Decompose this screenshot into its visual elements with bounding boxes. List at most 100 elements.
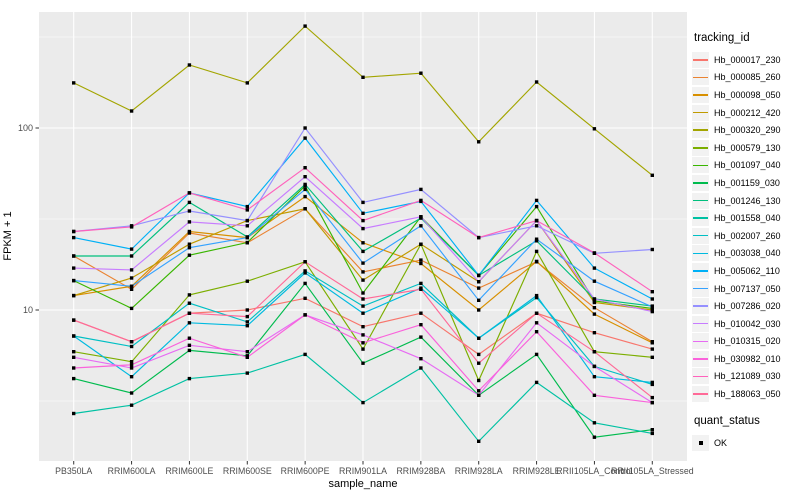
axis-ticks: [35, 127, 653, 465]
legend-key-line-icon: [693, 59, 708, 61]
legend-item-label: Hb_010042_030: [714, 318, 781, 329]
legend-key: [692, 69, 709, 86]
legend-item-Hb_010315_020: Hb_010315_020: [692, 333, 798, 351]
svg-text:RRIM600LE: RRIM600LE: [165, 466, 213, 476]
legend-item-Hb_007286_020: Hb_007286_020: [692, 297, 798, 315]
legend-panel: tracking_id Hb_000017_230 Hb_000085_260 Hb…: [692, 32, 798, 451]
legend-key: [692, 245, 709, 262]
svg-text:RRIM600LA: RRIM600LA: [108, 466, 156, 476]
svg-text:RRIM600SE: RRIM600SE: [223, 466, 272, 476]
legend-item-Hb_030982_010: Hb_030982_010: [692, 350, 798, 368]
legend-item-ok: OK: [692, 434, 798, 452]
legend-key: [692, 210, 709, 227]
legend-item-label: OK: [714, 437, 728, 448]
legend-item-Hb_000579_130: Hb_000579_130: [692, 139, 798, 157]
svg-text:100: 100: [18, 123, 33, 133]
legend-item-Hb_000212_420: Hb_000212_420: [692, 104, 798, 122]
x-axis-title: sample_name: [328, 478, 398, 490]
data-points: [72, 24, 654, 443]
legend-item-label: Hb_000017_230: [714, 54, 781, 65]
legend-item-Hb_001246_130: Hb_001246_130: [692, 192, 798, 210]
legend-key: [692, 315, 709, 332]
legend-item-Hb_000017_230: Hb_000017_230: [692, 51, 798, 69]
svg-text:PB350LA: PB350LA: [55, 466, 92, 476]
legend-item-label: Hb_003038_040: [714, 248, 781, 259]
legend-key: [692, 86, 709, 103]
svg-text:RRIM928LE: RRIM928LE: [513, 466, 561, 476]
svg-text:RRIM600PE: RRIM600PE: [281, 466, 330, 476]
svg-text:RRIM928LA: RRIM928LA: [455, 466, 503, 476]
legend-key: [692, 262, 709, 279]
legend-title-tracking-id: tracking_id: [694, 32, 750, 44]
legend-key: [692, 157, 709, 174]
legend-key: [692, 122, 709, 139]
svg-text:RRII105LA_Stressed: RRII105LA_Stressed: [611, 466, 694, 476]
legend-item-Hb_005062_110: Hb_005062_110: [692, 262, 798, 280]
legend-key-line-icon: [693, 252, 708, 255]
legend-key: [692, 174, 709, 191]
svg-text:RRIM928BA: RRIM928BA: [396, 466, 445, 476]
legend-item-Hb_007137_050: Hb_007137_050: [692, 280, 798, 298]
legend-item-label: Hb_121089_030: [714, 371, 781, 382]
legend-key-line-icon: [693, 270, 708, 272]
legend-key-line-icon: [693, 234, 708, 237]
legend-item-label: Hb_002007_260: [714, 230, 781, 241]
gridlines: [39, 12, 687, 461]
svg-text:RRII105LA_Control: RRII105LA_Control: [556, 466, 632, 476]
legend-entries: Hb_000017_230 Hb_000085_260 Hb_000098_050 H…: [692, 51, 798, 403]
legend-key-line-icon: [693, 287, 708, 290]
legend-item-Hb_121089_030: Hb_121089_030: [692, 368, 798, 386]
legend-key-line-icon: [693, 375, 708, 378]
legend-item-Hb_000085_260: Hb_000085_260: [692, 69, 798, 87]
legend-key-line-icon: [693, 164, 708, 167]
legend-key-line-icon: [693, 340, 708, 343]
legend-key: [692, 104, 709, 121]
legend-item-label: Hb_000212_420: [714, 107, 781, 118]
legend-key-line-icon: [693, 393, 708, 395]
square-point-icon: [698, 440, 703, 445]
quant-ok-key: [692, 434, 709, 451]
legend-item-Hb_000098_050: Hb_000098_050: [692, 86, 798, 104]
legend-key: [692, 368, 709, 385]
legend-key-line-icon: [693, 111, 708, 114]
svg-text:10: 10: [23, 305, 33, 315]
legend-key: [692, 350, 709, 367]
legend-key: [692, 51, 709, 68]
legend-key-line-icon: [693, 305, 708, 307]
legend-item-label: Hb_000098_050: [714, 89, 781, 100]
legend-key: [692, 139, 709, 156]
legend-item-Hb_003038_040: Hb_003038_040: [692, 245, 798, 263]
legend-item-Hb_000320_290: Hb_000320_290: [692, 121, 798, 139]
y-tick-labels: 10 100: [18, 123, 33, 315]
legend-key-line-icon: [693, 147, 708, 149]
legend-item-label: Hb_001097_040: [714, 160, 781, 171]
legend-key-line-icon: [693, 217, 708, 219]
legend-item-Hb_002007_260: Hb_002007_260: [692, 227, 798, 245]
legend-item-Hb_188063_050: Hb_188063_050: [692, 385, 798, 403]
x-tick-labels: PB350LA RRIM600LA RRIM600LE RRIM600SE RRIM60…: [55, 466, 694, 476]
legend-item-label: Hb_000320_290: [714, 125, 781, 136]
quant-status-legend: quant_status OK: [692, 415, 798, 452]
legend-key: [692, 298, 709, 315]
legend-title-quant-status: quant_status: [694, 414, 760, 427]
legend-item-Hb_010042_030: Hb_010042_030: [692, 315, 798, 333]
svg-text:RRIM901LA: RRIM901LA: [339, 466, 387, 476]
legend-item-label: Hb_188063_050: [714, 389, 781, 400]
legend-item-label: Hb_000579_130: [714, 142, 781, 153]
legend-item-label: Hb_001246_130: [714, 195, 781, 206]
legend-key-line-icon: [693, 129, 708, 131]
legend-key-line-icon: [693, 322, 708, 325]
legend-item-Hb_001159_030: Hb_001159_030: [692, 174, 798, 192]
legend-key-line-icon: [693, 76, 708, 79]
y-axis-title: FPKM + 1: [2, 211, 14, 261]
legend-item-label: Hb_007286_020: [714, 301, 781, 312]
legend-key: [692, 227, 709, 244]
legend-key-line-icon: [693, 182, 708, 184]
legend-key-line-icon: [693, 199, 708, 202]
legend-item-Hb_001097_040: Hb_001097_040: [692, 157, 798, 175]
legend-item-label: Hb_005062_110: [714, 265, 780, 276]
legend-item-label: Hb_030982_010: [714, 353, 781, 364]
legend-item-label: Hb_001159_030: [714, 177, 780, 188]
legend-key-line-icon: [693, 94, 708, 96]
